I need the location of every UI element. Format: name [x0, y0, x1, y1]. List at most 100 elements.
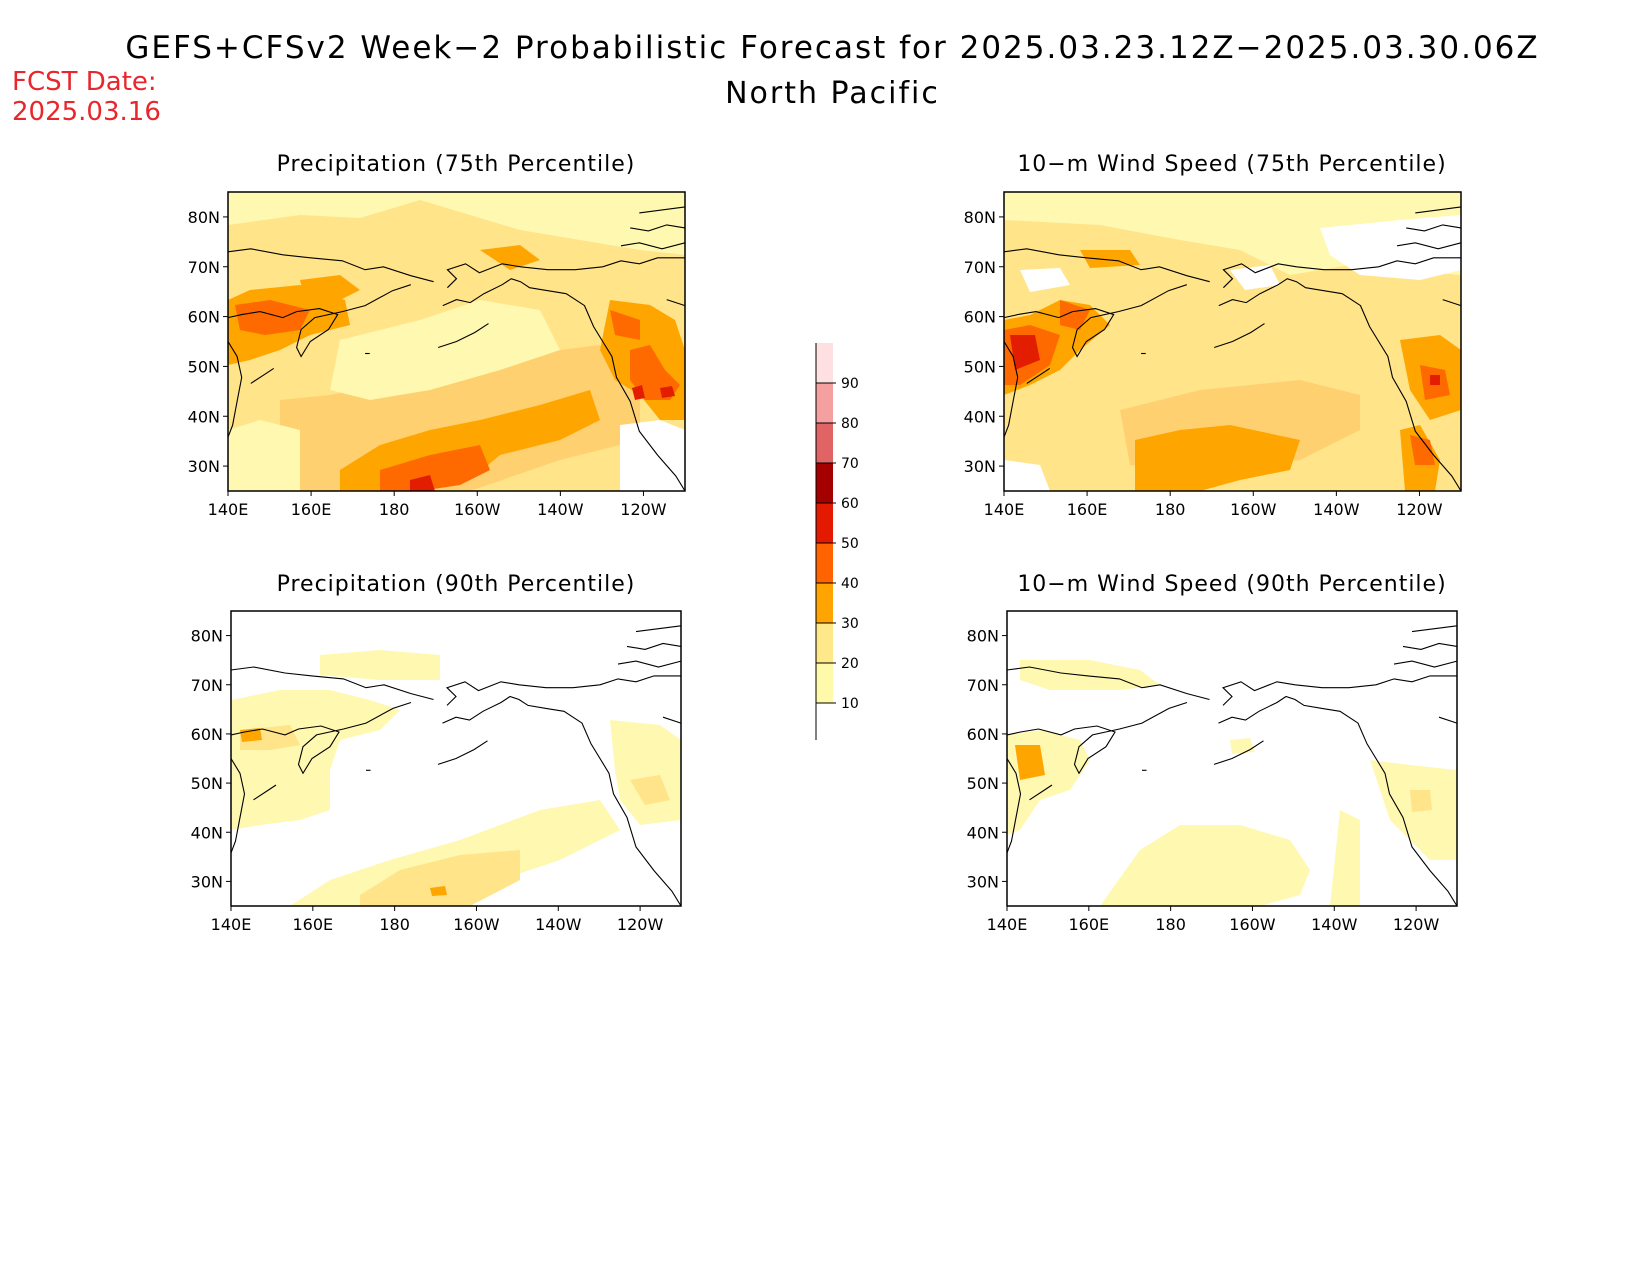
coastline: [1214, 323, 1265, 349]
colorbar-label: 10: [841, 696, 859, 712]
lon-tick-label: 120W: [620, 500, 667, 519]
lat-tick-label: 40N: [188, 407, 220, 426]
lon-tick-label: 180: [1155, 915, 1186, 934]
lat-tick-label: 40N: [964, 407, 996, 426]
coastline: [630, 224, 686, 232]
coastline: [1221, 675, 1457, 706]
coastline: [438, 323, 489, 349]
lat-tick-label: 40N: [967, 823, 999, 842]
lat-tick-label: 70N: [188, 258, 220, 277]
lon-tick-label: 160E: [1068, 915, 1109, 934]
colorbar-segment: [816, 423, 833, 463]
lon-tick-label: 140E: [987, 915, 1028, 934]
lat-tick-label: 50N: [191, 774, 223, 793]
lat-tick-label: 60N: [188, 308, 220, 327]
coastline: [617, 660, 682, 668]
colorbar-label: 70: [841, 456, 859, 472]
main-title: GEFS+CFSv2 Week−2 Probabilistic Forecast…: [125, 30, 1540, 66]
coastline: [1438, 716, 1458, 724]
colorbar: 10 20 30 40 50 60 70 80 90: [815, 343, 859, 740]
lat-tick-label: 40N: [191, 823, 223, 842]
coastline: [253, 784, 277, 801]
region-title: North Pacific: [725, 76, 940, 111]
coastline: [639, 206, 686, 214]
colorbar-segment: [816, 663, 833, 703]
coastline: [1406, 224, 1462, 232]
coastline: [230, 666, 434, 701]
forecast-date-label: FCST Date:: [12, 67, 157, 97]
coastline: [437, 740, 488, 765]
lat-tick-label: 50N: [188, 357, 220, 376]
coastline: [1003, 341, 1019, 438]
lon-tick-label: 120W: [617, 915, 664, 934]
lat-tick-label: 30N: [964, 457, 996, 476]
lat-tick-label: 70N: [967, 676, 999, 695]
lat-tick-label: 60N: [191, 725, 223, 744]
colorbar-segment: [816, 583, 833, 623]
lat-tick-label: 30N: [967, 872, 999, 891]
colorbar-label: 50: [841, 536, 859, 552]
coastline: [1402, 642, 1458, 650]
colorbar-label: 30: [841, 616, 859, 632]
coastline: [1218, 278, 1462, 492]
forecast-date-value: 2025.03.16: [12, 97, 161, 127]
coastline: [442, 695, 682, 907]
lon-tick-label: 140E: [208, 500, 249, 519]
map-wind-75: [1003, 191, 1462, 492]
lat-tick-label: 80N: [188, 208, 220, 227]
lat-tick-label: 80N: [967, 627, 999, 646]
coastline: [227, 341, 243, 438]
coastline: [662, 716, 682, 724]
coastline: [442, 278, 686, 492]
colorbar-label: 40: [841, 576, 859, 592]
lon-tick-label: 120W: [1393, 915, 1440, 934]
lon-tick-label: 140W: [1311, 915, 1358, 934]
lat-tick-label: 60N: [967, 725, 999, 744]
map-precip-75: [227, 191, 686, 492]
coastline: [1006, 666, 1210, 701]
colorbar-label: 90: [841, 376, 859, 392]
panel-title-precip-75: Precipitation (75th Percentile): [276, 152, 636, 177]
coastline: [1006, 701, 1188, 775]
colorbar-segment: [816, 463, 833, 503]
lat-tick-label: 30N: [191, 872, 223, 891]
coastline: [227, 284, 411, 358]
lon-tick-label: 180: [379, 500, 410, 519]
coastline: [227, 248, 434, 283]
map-wind-90: [1006, 610, 1458, 907]
panel-title-precip-90: Precipitation (90th Percentile): [276, 572, 636, 597]
lon-tick-label: 140W: [1313, 500, 1360, 519]
lon-tick-label: 160W: [454, 500, 501, 519]
coastline: [1029, 784, 1053, 801]
coastline: [446, 257, 685, 289]
lon-tick-label: 180: [1155, 500, 1186, 519]
colorbar-segment: [816, 383, 833, 423]
coastline: [1003, 248, 1210, 283]
coastline: [666, 299, 686, 307]
panel-title-wind-90: 10−m Wind Speed (90th Percentile): [1017, 572, 1447, 597]
coastline: [230, 701, 412, 775]
coastline: [1393, 660, 1458, 668]
lon-tick-label: 140W: [535, 915, 582, 934]
lon-tick-label: 160E: [292, 915, 333, 934]
lon-tick-label: 140W: [537, 500, 584, 519]
lon-tick-label: 160E: [1067, 500, 1108, 519]
lon-tick-label: 120W: [1396, 500, 1443, 519]
coastline: [1006, 758, 1022, 854]
lat-tick-label: 60N: [964, 308, 996, 327]
colorbar-label: 60: [841, 496, 859, 512]
coastline: [1218, 695, 1458, 907]
lat-tick-label: 70N: [191, 676, 223, 695]
colorbar-segment: [816, 343, 833, 383]
lon-tick-label: 140E: [984, 500, 1025, 519]
coastline: [1396, 242, 1462, 250]
coastline: [1222, 257, 1461, 289]
colorbar-segment: [816, 623, 833, 663]
colorbar-label: 80: [841, 416, 859, 432]
lon-tick-label: 140E: [211, 915, 252, 934]
panel-title-wind-75: 10−m Wind Speed (75th Percentile): [1017, 152, 1447, 177]
lon-tick-label: 160E: [291, 500, 332, 519]
coastline: [445, 675, 681, 706]
coastline: [230, 758, 246, 854]
